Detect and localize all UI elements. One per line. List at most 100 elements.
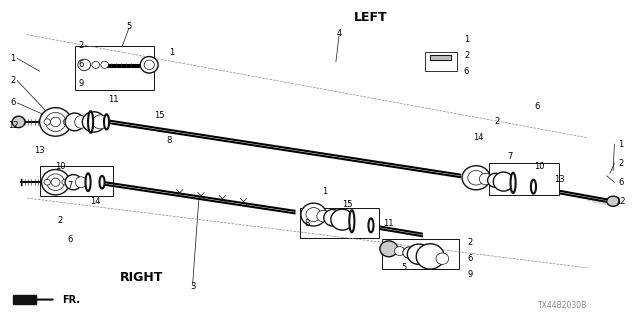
Ellipse shape [65,175,82,190]
Ellipse shape [40,108,72,136]
Ellipse shape [380,241,397,257]
Text: RIGHT: RIGHT [120,271,163,284]
Text: 1: 1 [323,187,328,196]
Text: 15: 15 [342,200,353,209]
Ellipse shape [12,116,25,128]
Text: 5: 5 [126,22,131,31]
Text: 2: 2 [467,238,472,247]
Text: TX44B2030B: TX44B2030B [538,301,587,310]
Ellipse shape [47,174,65,190]
Ellipse shape [44,119,51,125]
Ellipse shape [83,112,105,132]
Text: 1: 1 [618,140,623,148]
Text: 15: 15 [154,111,164,120]
Text: 6: 6 [10,99,15,108]
Ellipse shape [140,57,158,73]
Bar [75,46,154,90]
Polygon shape [13,295,36,304]
Ellipse shape [317,211,330,222]
Text: 11: 11 [383,219,394,228]
Text: 2: 2 [10,76,15,85]
Text: 6: 6 [534,101,540,111]
Ellipse shape [436,253,449,264]
Ellipse shape [51,117,61,127]
Bar [300,208,380,238]
Ellipse shape [144,60,154,69]
Bar [489,163,559,195]
Text: 1: 1 [170,48,175,57]
Ellipse shape [62,179,68,185]
Ellipse shape [65,113,84,131]
Ellipse shape [407,244,430,264]
Text: LEFT: LEFT [354,11,388,24]
Bar [40,166,113,196]
Ellipse shape [511,173,516,193]
Ellipse shape [349,210,355,232]
Bar [425,52,457,71]
Text: 6: 6 [467,254,472,263]
Text: 10: 10 [534,162,545,171]
Ellipse shape [76,177,87,188]
Text: 12: 12 [616,197,626,206]
Text: 14: 14 [473,133,483,142]
Ellipse shape [416,244,444,269]
Ellipse shape [468,171,484,185]
Ellipse shape [462,166,490,190]
Ellipse shape [93,115,108,129]
Text: 13: 13 [554,174,564,184]
Text: 3: 3 [190,282,195,292]
Bar [383,239,459,269]
Text: FR.: FR. [62,295,80,305]
Text: 6: 6 [464,67,469,76]
Text: 9: 9 [79,79,84,88]
Text: 9: 9 [467,270,472,279]
Ellipse shape [88,111,93,133]
Text: 6: 6 [68,235,73,244]
Ellipse shape [104,114,109,130]
Text: 2: 2 [58,216,63,225]
Text: 2: 2 [495,117,500,126]
Text: 5: 5 [401,263,407,272]
Text: 7: 7 [508,152,513,161]
Ellipse shape [92,61,100,68]
Text: 11: 11 [108,95,118,104]
Text: 8: 8 [305,219,310,228]
Ellipse shape [42,170,70,195]
Ellipse shape [100,61,108,68]
Ellipse shape [324,210,342,226]
Ellipse shape [403,247,415,258]
Ellipse shape [44,179,51,185]
Ellipse shape [78,59,91,70]
Ellipse shape [301,203,326,226]
Text: 1: 1 [10,54,15,63]
Text: 10: 10 [55,162,65,171]
Ellipse shape [75,116,88,128]
Ellipse shape [479,173,492,185]
Text: 2: 2 [618,159,623,168]
Ellipse shape [45,112,66,132]
Text: 2: 2 [79,41,84,50]
Text: 6: 6 [618,178,623,187]
Ellipse shape [306,208,321,221]
Text: 1: 1 [464,35,469,44]
Polygon shape [430,55,451,60]
Text: 13: 13 [35,146,45,155]
Ellipse shape [51,178,60,186]
Text: 4: 4 [337,28,342,38]
Ellipse shape [488,173,503,187]
Text: 6: 6 [78,60,84,69]
Ellipse shape [63,119,70,125]
Ellipse shape [86,173,91,191]
Ellipse shape [331,209,354,230]
Ellipse shape [394,247,404,255]
Text: 7: 7 [68,181,73,190]
Ellipse shape [607,196,620,206]
Text: 8: 8 [166,136,172,146]
Text: 2: 2 [464,51,469,60]
Ellipse shape [369,218,374,232]
Ellipse shape [531,180,536,194]
Text: 14: 14 [90,197,101,206]
Ellipse shape [493,172,514,191]
Text: 12: 12 [8,121,18,130]
Ellipse shape [100,176,104,188]
